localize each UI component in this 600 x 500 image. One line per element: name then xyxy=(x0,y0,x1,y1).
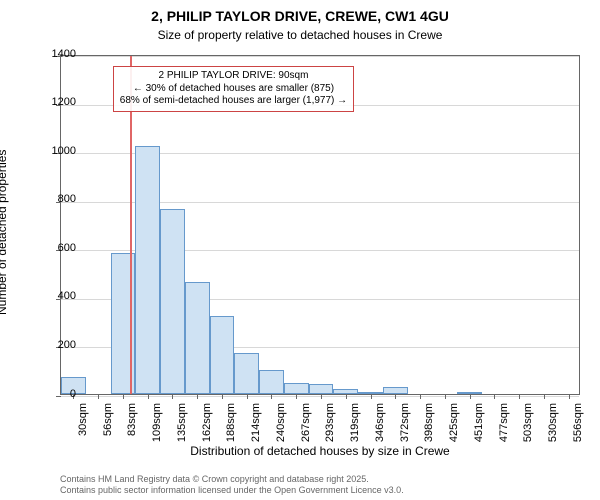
footer-attribution: Contains HM Land Registry data © Crown c… xyxy=(60,474,404,497)
xtick-mark xyxy=(346,394,347,399)
xtick-label: 30sqm xyxy=(77,403,89,436)
xtick-label: 56sqm xyxy=(102,403,114,436)
xtick-mark xyxy=(123,394,124,399)
xtick-label: 188sqm xyxy=(225,403,237,442)
histogram-bar xyxy=(284,383,309,394)
xtick-label: 319sqm xyxy=(349,403,361,442)
histogram-bar xyxy=(135,146,160,394)
histogram-bar xyxy=(259,370,284,394)
ytick-label: 1200 xyxy=(36,96,76,108)
ytick-label: 0 xyxy=(36,388,76,400)
xtick-mark xyxy=(321,394,322,399)
gridline xyxy=(61,56,579,57)
ytick-label: 1000 xyxy=(36,145,76,157)
xtick-label: 109sqm xyxy=(151,403,163,442)
xtick-label: 135sqm xyxy=(176,403,188,442)
y-axis-label: Number of detached properties xyxy=(0,150,9,315)
xtick-label: 425sqm xyxy=(448,403,460,442)
xtick-label: 293sqm xyxy=(325,403,337,442)
xtick-label: 503sqm xyxy=(523,403,535,442)
chart-container: 2, PHILIP TAYLOR DRIVE, CREWE, CW1 4GU S… xyxy=(0,0,600,500)
histogram-bar xyxy=(160,209,185,394)
xtick-mark xyxy=(445,394,446,399)
xtick-mark xyxy=(247,394,248,399)
histogram-bar xyxy=(309,384,334,394)
xtick-mark xyxy=(172,394,173,399)
xtick-label: 83sqm xyxy=(126,403,138,436)
annotation-line3: 68% of semi-detached houses are larger (… xyxy=(120,95,347,108)
xtick-mark xyxy=(222,394,223,399)
xtick-mark xyxy=(271,394,272,399)
xtick-mark xyxy=(569,394,570,399)
xtick-mark xyxy=(98,394,99,399)
footer-line2: Contains public sector information licen… xyxy=(60,485,404,496)
xtick-label: 398sqm xyxy=(424,403,436,442)
xtick-mark xyxy=(420,394,421,399)
xtick-mark xyxy=(544,394,545,399)
xtick-label: 214sqm xyxy=(250,403,262,442)
xtick-label: 346sqm xyxy=(374,403,386,442)
ytick-label: 1400 xyxy=(36,48,76,60)
xtick-label: 240sqm xyxy=(275,403,287,442)
xtick-mark xyxy=(296,394,297,399)
xtick-label: 477sqm xyxy=(498,403,510,442)
xtick-label: 372sqm xyxy=(399,403,411,442)
xtick-mark xyxy=(371,394,372,399)
x-axis-label: Distribution of detached houses by size … xyxy=(60,444,580,458)
chart-subtitle: Size of property relative to detached ho… xyxy=(0,28,600,42)
histogram-bar xyxy=(383,387,408,394)
histogram-bar xyxy=(234,353,259,394)
ytick-label: 200 xyxy=(36,339,76,351)
xtick-label: 530sqm xyxy=(547,403,559,442)
histogram-bar xyxy=(185,282,210,394)
annotation-box: 2 PHILIP TAYLOR DRIVE: 90sqm← 30% of det… xyxy=(113,66,354,112)
annotation-line2: ← 30% of detached houses are smaller (87… xyxy=(120,83,347,96)
xtick-label: 162sqm xyxy=(201,403,213,442)
plot-area: 2 PHILIP TAYLOR DRIVE: 90sqm← 30% of det… xyxy=(60,55,580,395)
ytick-label: 400 xyxy=(36,290,76,302)
annotation-line1: 2 PHILIP TAYLOR DRIVE: 90sqm xyxy=(120,70,347,83)
ytick-label: 600 xyxy=(36,242,76,254)
footer-line1: Contains HM Land Registry data © Crown c… xyxy=(60,474,404,485)
gridline xyxy=(61,396,579,397)
histogram-bar xyxy=(210,316,235,394)
xtick-mark xyxy=(519,394,520,399)
xtick-mark xyxy=(148,394,149,399)
xtick-label: 267sqm xyxy=(300,403,312,442)
xtick-mark xyxy=(470,394,471,399)
xtick-label: 556sqm xyxy=(572,403,584,442)
xtick-mark xyxy=(197,394,198,399)
xtick-mark xyxy=(395,394,396,399)
ytick-label: 800 xyxy=(36,193,76,205)
xtick-label: 451sqm xyxy=(473,403,485,442)
chart-title: 2, PHILIP TAYLOR DRIVE, CREWE, CW1 4GU xyxy=(0,8,600,24)
xtick-mark xyxy=(494,394,495,399)
